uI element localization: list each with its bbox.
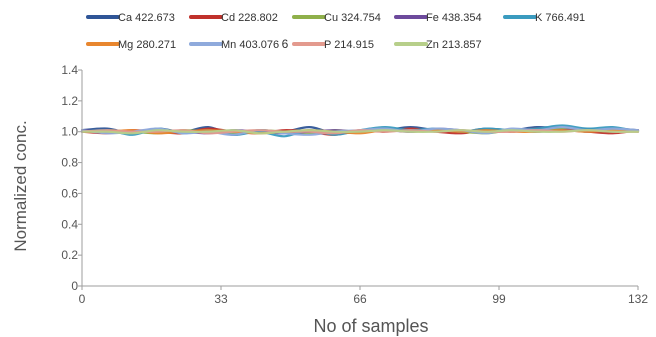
y-tick-label: 0.6 (61, 186, 78, 200)
y-tick-label: 0.8 (61, 156, 78, 170)
legend-label: Mg 280.271 (118, 39, 176, 51)
stray-mark: 6 (282, 37, 289, 51)
y-axis-title: Normalized conc. (11, 120, 30, 251)
legend-label: P 214.915 (324, 39, 374, 51)
x-tick-label: 132 (628, 292, 648, 306)
legend: Ca 422.673 Cd 228.802 Cu 324.754 Fe 438.354… (86, 12, 585, 51)
legend-label: Cd 228.802 (221, 12, 278, 24)
y-tick-label: 1.2 (61, 94, 78, 108)
legend-label: Fe 438.354 (426, 12, 482, 24)
x-tick-label: 33 (214, 292, 228, 306)
y-tick-label: 0.2 (61, 248, 78, 262)
series-line-zn (80, 129, 640, 135)
legend-label: Cu 324.754 (324, 12, 381, 24)
y-tick-label: 0.4 (61, 217, 78, 231)
axes (78, 69, 639, 290)
y-tick-label: 0 (71, 279, 78, 293)
x-tick-label: 0 (79, 292, 86, 306)
x-tick-label: 99 (492, 292, 506, 306)
x-tick-label: 66 (353, 292, 367, 306)
y-tick-label: 1.0 (61, 125, 78, 139)
legend-label: Mn 403.076 (221, 39, 279, 51)
y-tick-label: 1.4 (61, 63, 78, 77)
legend-label: Zn 213.857 (426, 39, 482, 51)
x-axis-title: No of samples (313, 316, 428, 336)
series-layer (80, 124, 640, 138)
legend-label: Ca 422.673 (118, 12, 175, 24)
tick-labels: 0 0.2 0.4 0.6 0.8 1.0 1.2 1.4 0 33 66 99 132 (61, 63, 648, 306)
legend-label: K 766.491 (535, 12, 585, 24)
